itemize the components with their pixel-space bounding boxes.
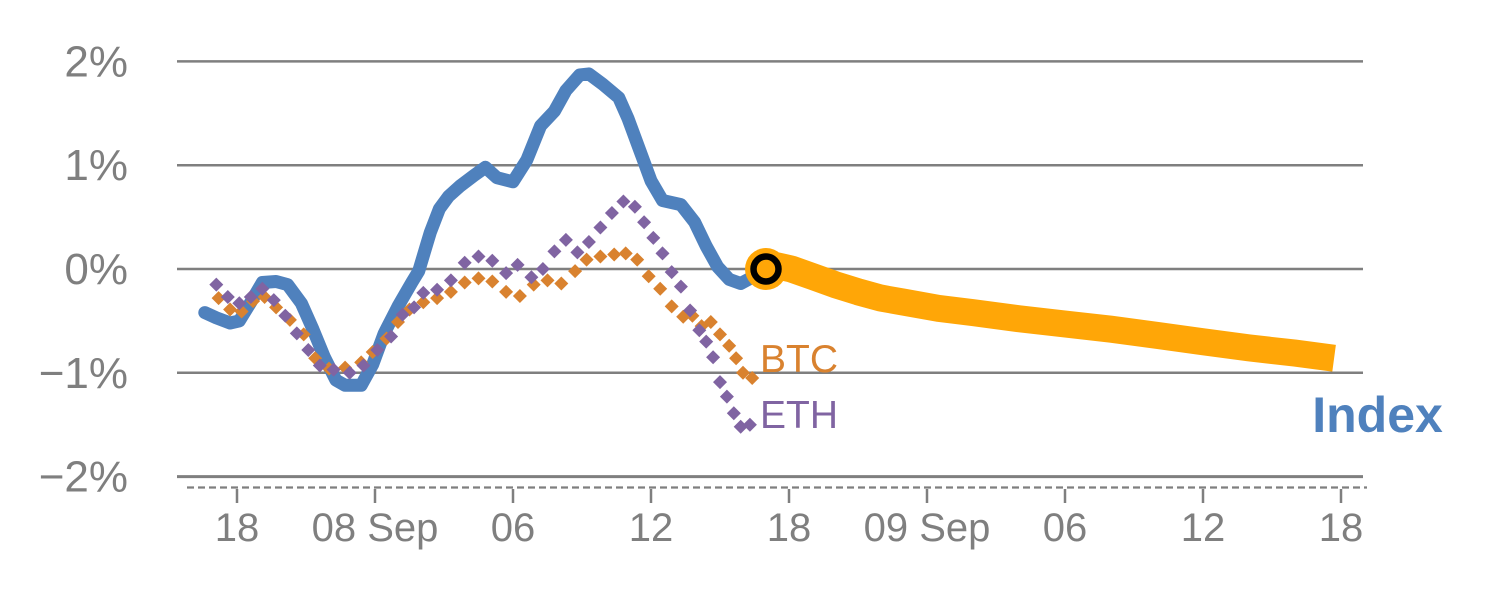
series-label-btc: BTC (760, 338, 838, 381)
eth-marker (499, 266, 514, 281)
series-label-index: Index (1312, 387, 1443, 443)
eth-marker (220, 290, 235, 305)
btc-marker (430, 291, 445, 306)
eth-marker (289, 326, 304, 341)
btc-marker (416, 295, 431, 310)
eth-marker (616, 194, 631, 209)
btc-marker (607, 247, 622, 262)
index_history-line (198, 67, 773, 392)
x-tick-label: 08 Sep (312, 506, 439, 550)
eth-marker (356, 358, 371, 373)
eth-marker (457, 255, 472, 270)
eth-marker (243, 290, 258, 305)
eth-marker (719, 389, 734, 404)
btc-marker (664, 299, 679, 314)
eth-marker (683, 303, 698, 318)
btc-marker (722, 338, 737, 353)
y-tick-label: 1% (64, 141, 128, 190)
btc-marker (568, 264, 583, 279)
now-marker-ring (750, 253, 782, 285)
eth-marker (232, 296, 247, 311)
eth-marker (646, 230, 661, 245)
eth-marker (395, 307, 410, 322)
btc-marker (593, 249, 608, 264)
series-label-eth: ETH (760, 394, 838, 437)
y-tick-label: −2% (39, 453, 128, 502)
eth-marker (471, 249, 486, 264)
eth-marker (655, 246, 670, 261)
btc-marker (630, 252, 645, 267)
eth-marker (342, 365, 357, 380)
btc-marker (703, 314, 718, 329)
btc-marker (736, 365, 750, 380)
eth-marker (407, 300, 422, 315)
eth-marker (430, 282, 445, 297)
eth-marker (664, 265, 679, 280)
y-tick-label: 2% (64, 37, 128, 86)
eth-marker (742, 417, 757, 432)
x-tick-label: 18 (767, 506, 812, 550)
eth-marker (255, 281, 270, 296)
eth-marker (266, 293, 281, 308)
eth-marker (637, 215, 652, 230)
eth-marker (312, 358, 327, 373)
btc-marker (618, 246, 633, 261)
y-tick-label: −1% (39, 349, 128, 398)
eth-marker (699, 334, 714, 349)
eth-marker (570, 245, 585, 260)
y-tick-label: 0% (64, 245, 128, 294)
eth-marker (593, 220, 608, 235)
btc-marker (512, 288, 527, 303)
btc-marker (471, 271, 486, 286)
eth-marker (581, 235, 596, 250)
btc-marker (653, 281, 668, 296)
btc-marker (745, 370, 760, 385)
eth-marker (209, 277, 224, 292)
eth-marker (384, 329, 399, 344)
eth-marker (524, 270, 539, 285)
eth-marker (370, 342, 385, 357)
btc-marker (713, 327, 727, 342)
btc-marker (729, 351, 744, 366)
x-tick-label: 12 (629, 506, 674, 550)
btc-marker (554, 276, 569, 291)
eth-marker (485, 253, 500, 268)
eth-marker (510, 257, 525, 272)
eth-marker (692, 323, 707, 338)
eth-marker (443, 273, 458, 288)
x-tick-label: 18 (215, 506, 260, 550)
x-tick-label: 06 (491, 506, 536, 550)
eth-marker (733, 419, 748, 434)
btc-marker (641, 269, 656, 284)
btc-marker (499, 284, 514, 299)
eth-marker (416, 285, 431, 300)
eth-marker (535, 262, 550, 276)
btc-marker (540, 273, 555, 288)
eth-marker (713, 375, 727, 390)
btc-marker (457, 275, 472, 290)
eth-marker (558, 232, 573, 247)
eth-marker (326, 362, 341, 377)
x-tick-label: 18 (1319, 506, 1364, 550)
index_forecast-line (762, 252, 1336, 372)
eth-marker (301, 342, 316, 357)
btc-marker (211, 291, 226, 306)
btc-marker (443, 284, 458, 299)
eth-marker (726, 406, 741, 421)
eth-marker (627, 199, 642, 214)
x-tick-label: 12 (1181, 506, 1226, 550)
btc-marker (579, 252, 594, 267)
btc-marker (485, 274, 500, 289)
x-tick-label: 06 (1043, 506, 1088, 550)
eth-marker (278, 308, 293, 323)
btc-marker (223, 302, 238, 317)
x-tick-label: 09 Sep (864, 506, 991, 550)
eth-marker (673, 279, 688, 294)
eth-marker (604, 205, 619, 220)
eth-marker (547, 244, 562, 259)
eth-marker (706, 350, 721, 365)
